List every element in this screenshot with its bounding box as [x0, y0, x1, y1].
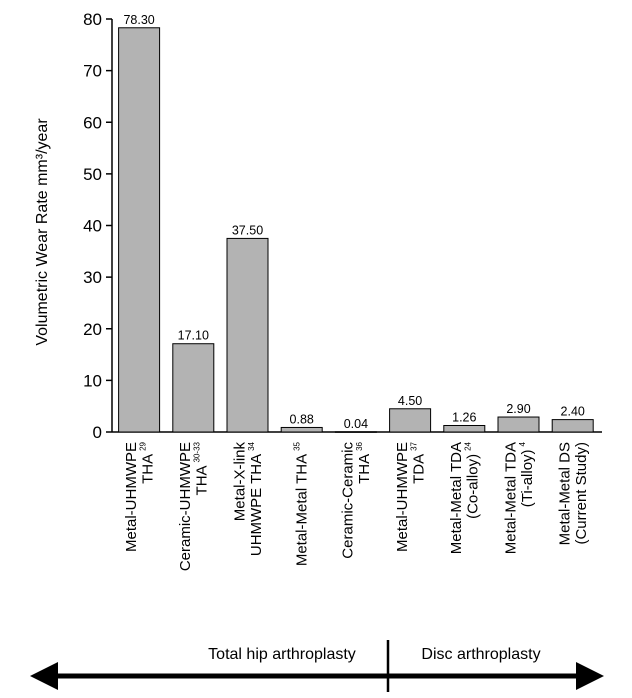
category-label-text: TDA — [410, 454, 427, 484]
category-label: Metal-Metal THA 35 — [293, 441, 311, 566]
bar-value-label: 17.10 — [178, 329, 209, 343]
region-label-disc: Disc arthroplasty — [421, 646, 540, 663]
bar-value-label: 37.50 — [232, 223, 263, 237]
reference-superscript: 36 — [355, 441, 364, 450]
y-tick-label: 30 — [83, 268, 102, 287]
y-tick-label: 50 — [83, 165, 102, 184]
reference-superscript: 35 — [293, 441, 302, 450]
bar-value-label: 78.30 — [123, 13, 154, 27]
category-label-line: TDA 37 — [409, 441, 427, 483]
category-label-line: Metal-UHMWPE — [394, 442, 411, 552]
category-label-line: THA 30-33 — [193, 441, 211, 495]
category-label-line: UHMWPE THA 34 — [247, 441, 265, 556]
bar-value-label: 0.88 — [290, 412, 314, 426]
category-label-text: Ceramic-Ceramic — [340, 442, 357, 559]
category-label-line: Ceramic-UHMWPE — [177, 442, 194, 571]
category-label-text: THA — [356, 454, 373, 484]
category-label-line: (Current Study) — [573, 442, 590, 545]
category-label-line: THA 36 — [355, 441, 373, 483]
category-label-text: Metal-Metal TDA — [502, 442, 519, 554]
bar — [497, 416, 540, 433]
category-label-text: Metal-X-link — [231, 442, 248, 522]
category-label-text: Metal-UHMWPE — [123, 442, 140, 552]
reference-superscript: 24 — [464, 441, 473, 450]
category-label: Metal-Metal TDA (Co-alloy) 24 — [448, 441, 482, 554]
reference-superscript: 29 — [138, 441, 147, 450]
category-label-text: Metal-Metal DS — [556, 442, 573, 545]
region-arrow-right-head — [576, 662, 604, 690]
region-label-total-hip: Total hip arthroplasty — [208, 646, 356, 663]
category-label-line: THA 29 — [138, 441, 156, 483]
category-label-text: Ceramic-UHMWPE — [177, 442, 194, 571]
category-label-text: Metal-Metal TDA — [448, 442, 465, 554]
category-label-line: Metal-UHMWPE — [123, 442, 140, 552]
reference-superscript: 4 — [518, 441, 527, 446]
category-label-line: (Co-alloy) 24 — [464, 441, 482, 518]
category-label-line: Metal-Metal DS — [556, 442, 573, 545]
bar-value-label: 4.50 — [398, 394, 422, 408]
bar — [172, 343, 215, 433]
bar — [334, 431, 377, 433]
bar — [443, 424, 486, 433]
category-label-line: (Ti-alloy) 4 — [518, 441, 536, 507]
y-tick-label: 20 — [83, 320, 102, 339]
category-label-line: Metal-Metal TDA — [502, 442, 519, 554]
bar-value-label: 2.90 — [506, 402, 530, 416]
bar — [118, 27, 161, 433]
reference-superscript: 34 — [247, 441, 256, 450]
y-axis-label: Volumetric Wear Rate mm³/year — [34, 118, 51, 346]
y-tick-label: 10 — [83, 371, 102, 390]
category-label-line: Metal-Metal THA 35 — [293, 441, 311, 566]
y-tick-label: 0 — [93, 423, 102, 442]
bar — [389, 408, 432, 433]
category-label-text: Metal-Metal THA — [294, 454, 311, 566]
category-label-text: (Current Study) — [573, 442, 590, 545]
bar-value-label: 2.40 — [561, 405, 585, 419]
category-label-text: UHMWPE THA — [248, 454, 265, 556]
category-label-text: (Ti-alloy) — [519, 449, 536, 507]
bar-value-label: 1.26 — [452, 410, 476, 424]
bar-value-label: 0.04 — [344, 417, 368, 431]
category-label: Metal-UHMWPE THA 29 — [123, 441, 157, 552]
bar — [280, 426, 323, 433]
category-label-line: Ceramic-Ceramic — [340, 442, 357, 559]
y-tick-label: 80 — [83, 10, 102, 29]
category-label-line: Metal-X-link — [231, 442, 248, 522]
bar — [551, 419, 594, 433]
category-label: Metal-Metal TDA (Ti-alloy) 4 — [502, 441, 536, 554]
region-arrow-left-head — [30, 662, 58, 690]
reference-superscript: 30-33 — [193, 441, 202, 462]
category-label: Metal-X-link UHMWPE THA 34 — [231, 441, 265, 556]
category-label: Ceramic-Ceramic THA 36 — [340, 441, 374, 558]
category-label-text: Metal-UHMWPE — [394, 442, 411, 552]
category-label-text: THA — [194, 465, 211, 495]
category-label-text: (Co-alloy) — [465, 454, 482, 519]
bar — [226, 237, 269, 433]
category-label: Metal-UHMWPE TDA 37 — [394, 441, 428, 552]
reference-superscript: 37 — [409, 441, 418, 450]
category-label-line: Metal-Metal TDA — [448, 442, 465, 554]
y-tick-label: 70 — [83, 62, 102, 81]
y-tick-label: 40 — [83, 217, 102, 236]
y-tick-label: 60 — [83, 113, 102, 132]
category-label: Ceramic-UHMWPE THA 30-33 — [177, 441, 211, 571]
category-label-text: THA — [139, 454, 156, 484]
category-label: Metal-Metal DS (Current Study) — [556, 442, 590, 545]
